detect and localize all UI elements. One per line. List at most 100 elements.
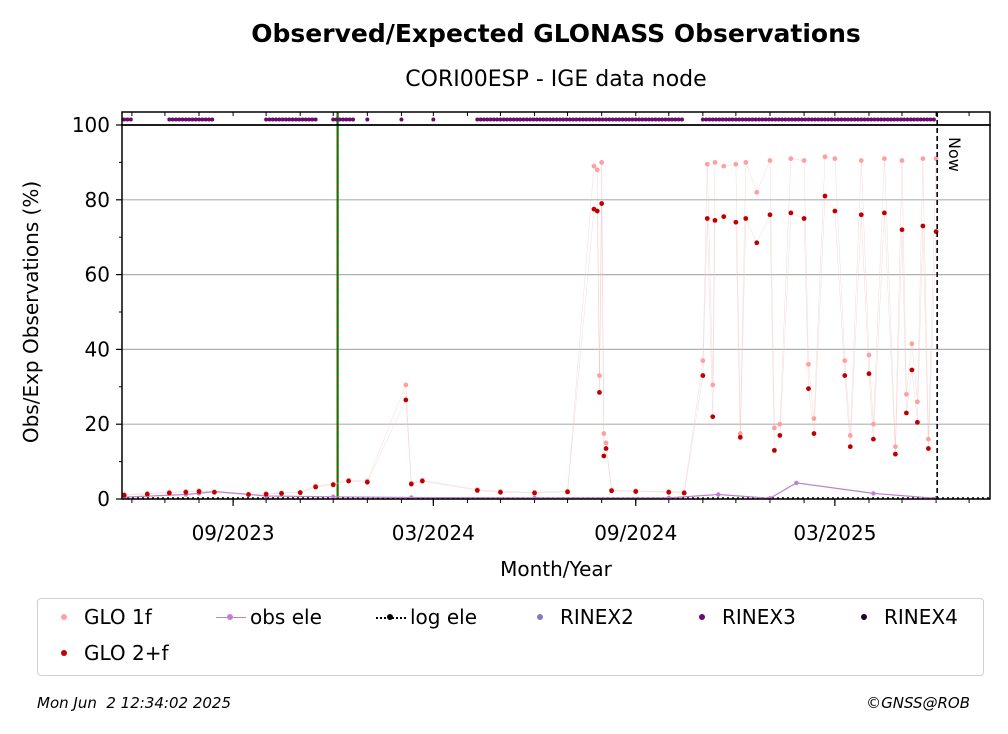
rinex3-point	[928, 117, 933, 122]
glo-1f-point	[788, 156, 794, 162]
y-tick-label: 20	[85, 412, 110, 436]
rinex3-point	[656, 117, 661, 122]
rinex3-point	[283, 117, 288, 122]
rinex3-point	[839, 117, 844, 122]
rinex3-point	[538, 117, 543, 122]
rinex3-point	[852, 117, 857, 122]
rinex3-point	[567, 117, 572, 122]
glo-2f-point	[297, 490, 303, 496]
rinex3-point	[786, 117, 791, 122]
glo-2f-point	[712, 217, 718, 223]
legend-item-rinex3: RINEX3	[688, 605, 796, 629]
glo-2f-point	[603, 446, 609, 451]
glo-1f-point	[603, 440, 609, 446]
rinex3-point	[633, 117, 638, 122]
rinex3-point	[789, 117, 794, 122]
rinex3-point	[882, 117, 887, 122]
rinex3-point	[643, 117, 648, 122]
glo-2f-point	[733, 219, 739, 225]
x-tick-label: 09/2024	[594, 521, 677, 545]
rinex3-point	[190, 117, 195, 122]
glo-2f-point	[196, 489, 202, 494]
rinex3-point	[303, 117, 308, 122]
glo-2f-point	[704, 216, 710, 221]
rinex3-point	[180, 117, 185, 122]
rinex3-point	[177, 117, 182, 122]
rinex3-point	[528, 117, 533, 122]
glo-2f-point	[403, 397, 409, 403]
glo-2f-point	[633, 489, 639, 494]
rinex3-point	[290, 117, 295, 122]
rinex3-point	[730, 117, 735, 122]
rinex3-point	[842, 117, 847, 122]
rinex3-point	[210, 117, 215, 122]
obs-ele-line	[124, 482, 937, 499]
glo-1f-point	[858, 158, 864, 163]
rinex3-point	[351, 117, 356, 122]
glo-1f-point	[832, 156, 838, 162]
legend-marker-glo-2f	[50, 643, 80, 663]
rinex3-point	[307, 117, 312, 122]
glo-2f-point	[279, 490, 284, 496]
glo-1f-point	[914, 399, 920, 405]
rinex3-point	[125, 117, 130, 122]
rinex3-point	[803, 117, 808, 122]
rinex3-point	[793, 117, 798, 122]
rinex3-point	[770, 117, 775, 122]
glo-2f-point	[892, 451, 898, 457]
glo-2f-point	[666, 489, 672, 495]
rinex3-point	[630, 117, 635, 122]
rinex3-point	[187, 117, 192, 122]
rinex3-point	[610, 117, 615, 122]
glo-1f-point	[403, 382, 409, 388]
glo-2f-point	[870, 436, 876, 442]
glo-2f-point	[121, 492, 127, 498]
glo-2f-point	[700, 373, 706, 378]
glo-2f-point	[364, 479, 370, 485]
chart-area: Observed/Expected GLONASS Observations C…	[19, 19, 991, 581]
glo-1f-point	[700, 358, 706, 364]
rinex3-point	[650, 117, 655, 122]
rinex3-point	[931, 117, 936, 122]
rinex3-point	[806, 117, 811, 122]
rinex3-point	[733, 117, 738, 122]
rinex3-point	[270, 117, 275, 122]
y-tick-label: 40	[85, 337, 110, 361]
glo-2f-point	[609, 488, 614, 494]
rinex3-point	[511, 117, 516, 122]
glo-2f-point	[754, 240, 760, 246]
rinex3-point	[908, 117, 913, 122]
rinex3-point	[495, 117, 500, 122]
glo-2f-point	[594, 208, 600, 214]
rinex3-point	[905, 117, 910, 122]
rinex3-point	[334, 117, 339, 122]
rinex3-point	[737, 117, 742, 122]
legend-label-log-ele: log ele	[410, 605, 478, 629]
rinex3-point	[653, 117, 658, 122]
rinex3-point	[799, 117, 804, 122]
plot-frame	[121, 124, 991, 500]
rinex3-point	[475, 117, 480, 122]
glo-2f-point	[899, 227, 905, 233]
rinex3-point	[300, 117, 305, 122]
glo-1f-point	[712, 160, 718, 165]
rinex3-point	[170, 117, 175, 122]
rinex3-point	[478, 117, 483, 122]
rinex3-point	[892, 117, 897, 122]
rinex3-point	[872, 117, 877, 122]
rinex3-point	[902, 117, 907, 122]
glo-2f-point	[601, 453, 607, 459]
glo-1f-point	[925, 436, 931, 442]
rinex3-point	[600, 117, 605, 122]
rinex3-point	[888, 117, 893, 122]
legend-item-rinex2: RINEX2	[526, 605, 634, 629]
rinex3-point	[597, 117, 602, 122]
rinex3-point	[869, 117, 874, 122]
rinex3-point	[809, 117, 814, 122]
rinex3-point	[763, 117, 768, 122]
x-axis-label: Month/Year	[500, 557, 613, 581]
glo-2f-point	[806, 386, 811, 392]
rinex3-point	[879, 117, 884, 122]
rinex3-point	[193, 117, 198, 122]
rinex3-point	[623, 117, 628, 122]
